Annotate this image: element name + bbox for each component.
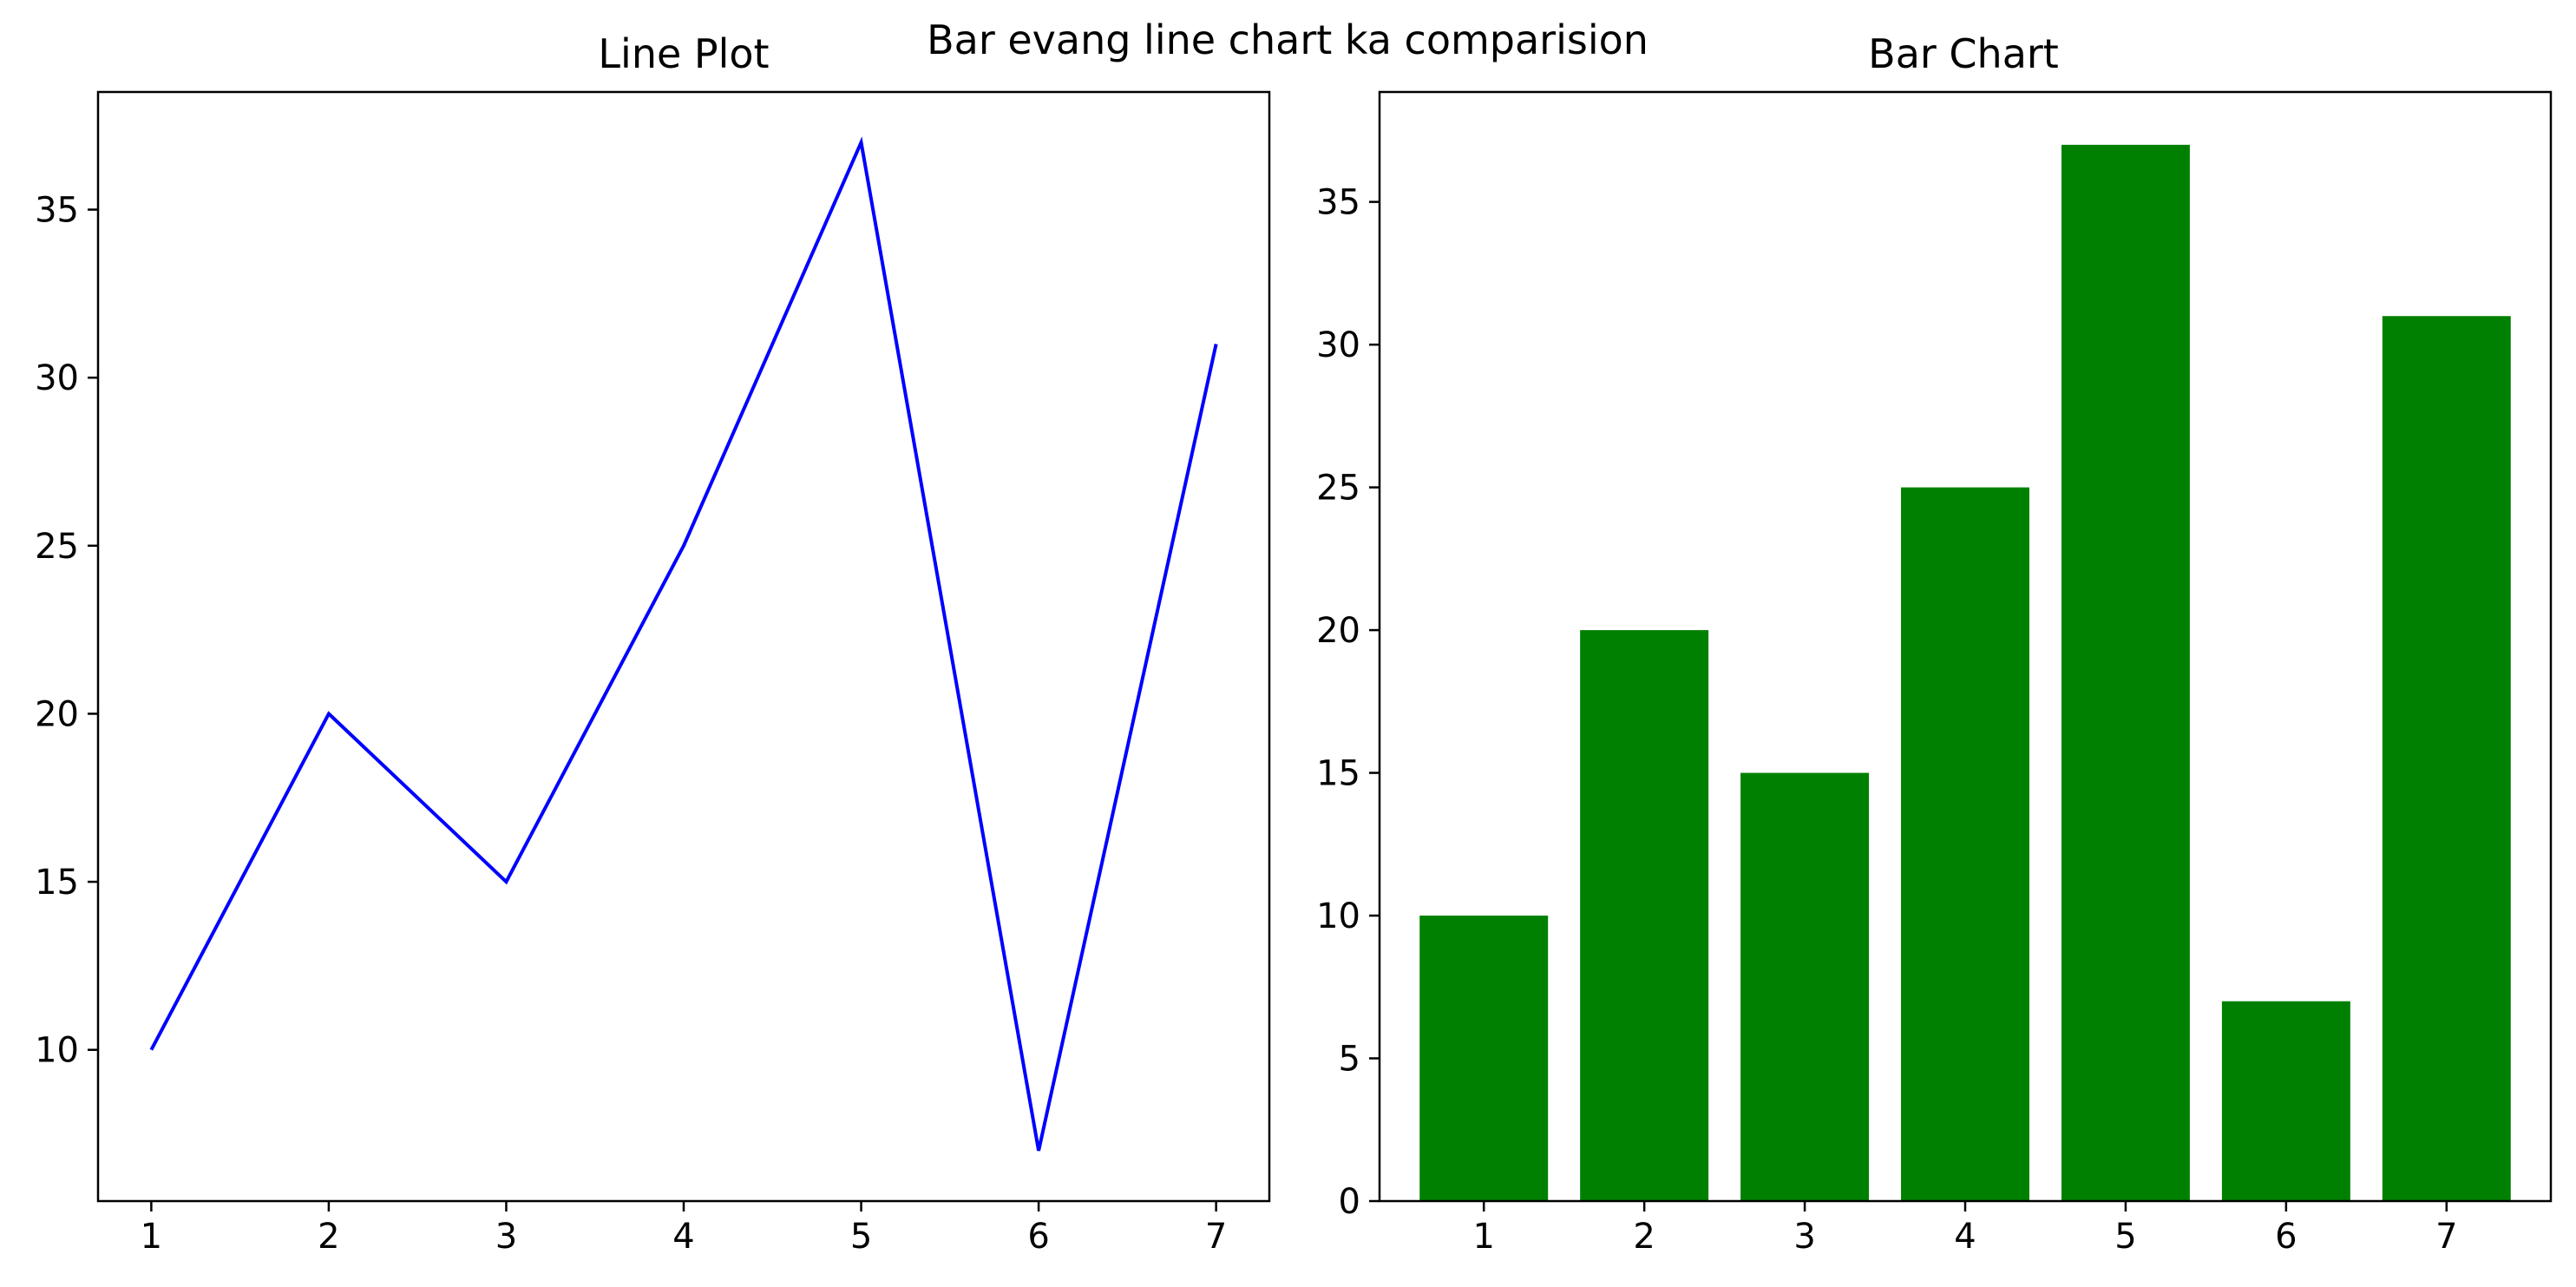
bar-chart-bar	[1740, 772, 1870, 1201]
line-plot-series-line	[149, 136, 1218, 1152]
line-plot-y-tick-label: 30	[35, 358, 79, 398]
bar-chart-bar	[1580, 630, 1709, 1201]
bar-chart-y-tick-label: 25	[1316, 469, 1360, 509]
line-plot-series	[149, 136, 1218, 1152]
bar-chart-y-tick-label: 30	[1316, 325, 1360, 365]
line-plot-y-tick-label: 35	[35, 191, 79, 231]
bar-chart-y-tick-label: 0	[1339, 1182, 1360, 1222]
bar-chart-x-tick-label: 7	[2435, 1217, 2457, 1257]
line-plot-y-tick-label: 15	[35, 863, 79, 903]
bar-chart-y-tick-label: 10	[1316, 896, 1360, 936]
bar-chart-bars	[1419, 144, 2511, 1201]
line-plot-y-tick-label: 25	[35, 527, 79, 567]
line-plot-x-tick-label: 6	[1027, 1217, 1049, 1257]
bar-chart-frame	[1378, 90, 2553, 1203]
line-plot-x-tick-label: 4	[672, 1217, 694, 1257]
line-plot-axes: Line Plot 1 2 3 4 5 6 7 10 15 20 25 30 35	[35, 30, 1271, 1257]
bar-chart-x-tick-label: 3	[1793, 1217, 1815, 1257]
bar-chart-bar	[2061, 144, 2190, 1201]
line-plot-title: Line Plot	[598, 30, 769, 77]
line-plot-x-tick-label: 3	[495, 1217, 517, 1257]
bar-chart-y-tick-label: 5	[1339, 1040, 1360, 1080]
line-plot-x-tick-label: 2	[318, 1217, 339, 1257]
line-plot-frame	[96, 90, 1271, 1203]
bar-chart-ticks: 1 2 3 4 5 6 7 0 5 10 15 20 25 30 35	[1316, 183, 2457, 1257]
bar-chart-y-tick-label: 35	[1316, 183, 1360, 223]
bar-chart-bar	[2221, 1001, 2350, 1201]
bar-chart-x-tick-label: 2	[1633, 1217, 1655, 1257]
line-plot-x-tick-label: 5	[850, 1217, 872, 1257]
bar-chart-axes: Bar Chart 1 2 3 4 5 6 7 0 5 10 15 20 25 30 35	[1316, 30, 2553, 1257]
line-plot-y-tick-label: 10	[35, 1031, 79, 1071]
bar-chart-x-tick-label: 5	[2114, 1217, 2136, 1257]
bar-chart-bar	[1419, 916, 1549, 1201]
bar-chart-x-tick-label: 6	[2275, 1217, 2297, 1257]
line-plot-x-tick-label: 7	[1205, 1217, 1227, 1257]
bar-chart-x-tick-label: 4	[1954, 1217, 1976, 1257]
line-plot-y-tick-label: 20	[35, 694, 79, 734]
line-plot-x-tick-label: 1	[141, 1217, 162, 1257]
bar-chart-y-tick-label: 15	[1316, 754, 1360, 794]
figure-suptitle: Bar evang line chart ka comparision	[927, 16, 1649, 63]
bar-chart-x-tick-label: 1	[1472, 1217, 1494, 1257]
bar-chart-y-tick-label: 20	[1316, 611, 1360, 651]
bar-chart-bar	[1901, 487, 2029, 1201]
bar-chart-bar	[2382, 316, 2511, 1201]
line-plot-ticks: 1 2 3 4 5 6 7 10 15 20 25 30 35	[35, 191, 1227, 1257]
bar-chart-title: Bar Chart	[1868, 30, 2059, 77]
